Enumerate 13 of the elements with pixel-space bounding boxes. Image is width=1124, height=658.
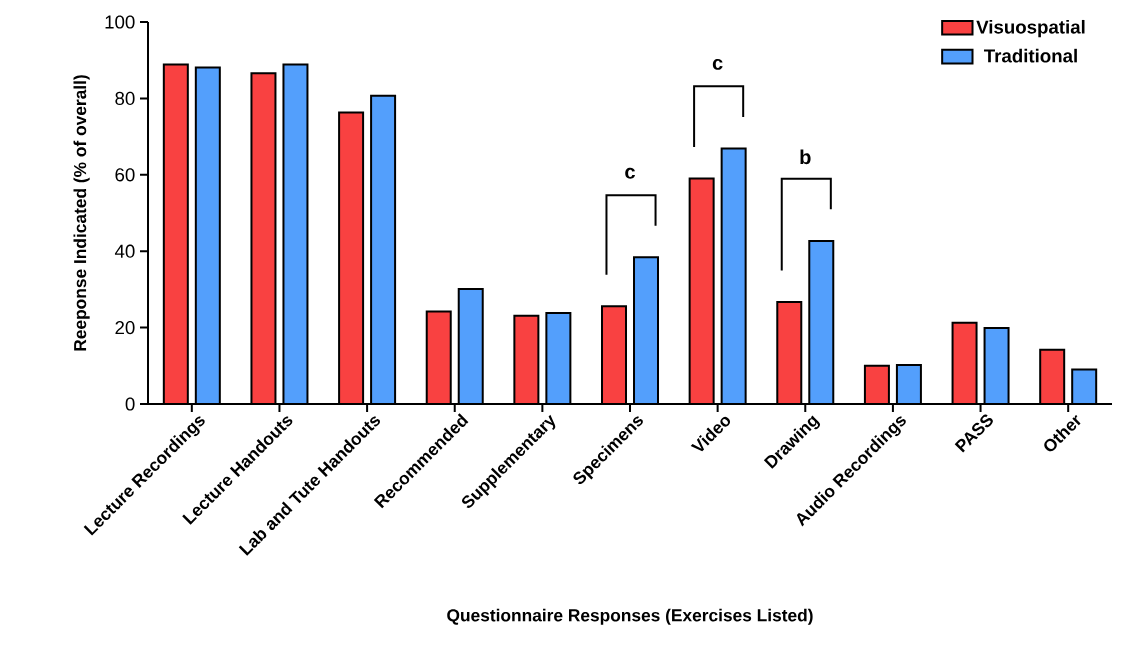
annotation: c	[625, 167, 635, 179]
y-tick-label: 80	[115, 91, 135, 106]
y-tick-label: 40	[114, 244, 135, 258]
y-tick-label: 60	[115, 168, 135, 182]
y-tick-label: 100	[105, 15, 135, 29]
x-axis-title: Questionnaire Responses (Exercises Listed)	[447, 608, 813, 625]
annotation: b	[800, 149, 811, 165]
y-tick-label: 20	[115, 320, 135, 335]
legend-label: Traditional	[984, 48, 1077, 63]
y-tick-label: 0	[125, 397, 135, 411]
annotation: c	[712, 58, 723, 70]
legend-label: Visuospatial	[976, 19, 1085, 38]
y-axis-title: Reeponse Indicated (% of overall)	[73, 75, 90, 351]
